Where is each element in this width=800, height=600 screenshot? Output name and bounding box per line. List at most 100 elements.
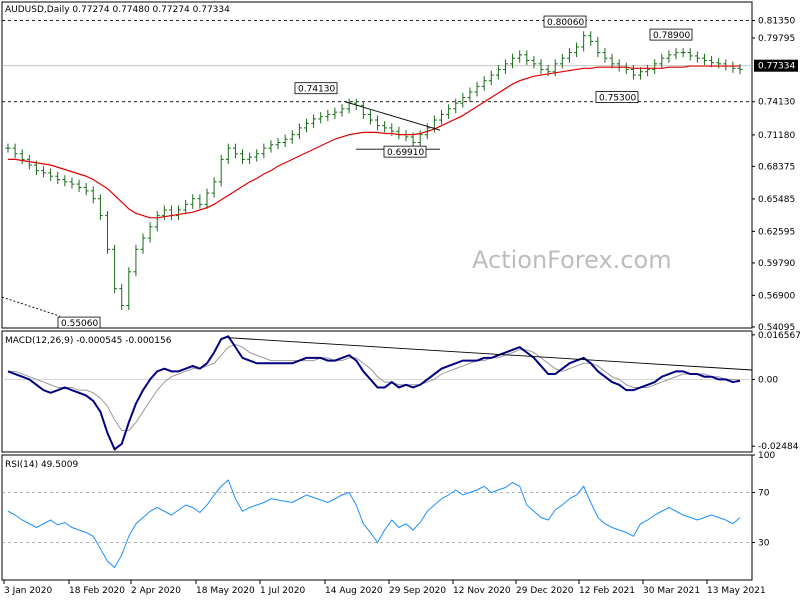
price-annotation-label: 0.78900 <box>653 31 690 41</box>
price-bar <box>566 48 572 63</box>
macd-frame <box>1 330 753 453</box>
current-price-label: 0.77334 <box>758 62 795 72</box>
price-bar <box>339 104 345 117</box>
price-bar <box>531 55 537 69</box>
price-y-tick-label: 0.79795 <box>758 34 795 44</box>
price-bar <box>481 76 487 91</box>
price-annotation-label: 0.80060 <box>547 18 584 28</box>
price-bar <box>5 143 11 153</box>
price-bar <box>55 171 61 185</box>
macd-y-tick-label: -0.02484 <box>758 442 799 452</box>
price-bar <box>687 48 693 61</box>
price-bar <box>147 222 153 243</box>
price-bar <box>474 81 480 97</box>
rsi-y-tick-label: 100 <box>758 451 775 461</box>
price-bar <box>467 87 473 103</box>
price-bar <box>403 130 409 142</box>
rsi-panel-title: RSI(14) 49.5009 <box>5 460 78 470</box>
price-y-tick-label: 0.81350 <box>758 17 795 27</box>
x-axis-tick-label: 12 Nov 2020 <box>453 586 511 596</box>
price-bar <box>48 168 54 181</box>
price-panel-title: AUDUSD,Daily 0.77274 0.77480 0.77274 0.7… <box>5 5 230 15</box>
trendline-low <box>1 296 61 317</box>
price-bar <box>588 31 594 46</box>
price-bar <box>666 50 672 63</box>
x-axis-tick-label: 30 Mar 2021 <box>643 586 700 596</box>
trendline-upper <box>344 101 441 131</box>
price-bar <box>168 205 174 221</box>
price-y-tick-label: 0.62595 <box>758 227 795 237</box>
x-axis-tick-label: 14 Aug 2020 <box>325 586 383 596</box>
price-bar <box>382 121 388 133</box>
macd-panel <box>2 335 753 451</box>
price-bar <box>623 62 629 74</box>
price-trendlines <box>1 101 441 317</box>
moving-average-line <box>8 65 740 219</box>
price-bar <box>460 93 466 108</box>
price-y-tick-label: 0.56900 <box>758 291 795 301</box>
price-annotation-box <box>383 145 427 158</box>
x-axis-tick-label: 3 Jan 2020 <box>4 586 52 596</box>
price-bar <box>197 194 203 209</box>
price-bar <box>652 59 658 74</box>
rsi-panel <box>2 479 752 569</box>
price-bar <box>680 48 686 58</box>
price-y-tick-label: 0.54095 <box>758 323 795 333</box>
macd-line <box>7 335 741 451</box>
price-frame <box>1 1 753 329</box>
macd-panel-title: MACD(12,26,9) -0.000545 -0.000156 <box>5 336 172 346</box>
price-bar <box>261 143 267 159</box>
x-axis-tick-label: 18 May 2020 <box>196 586 255 596</box>
price-bar <box>673 48 679 60</box>
price-bar <box>709 55 715 68</box>
y-axes: 0.81350 0.79795 0.77334 0.74130 0.71180 0.683… <box>752 17 800 549</box>
price-bar <box>602 48 608 63</box>
price-bar <box>69 177 75 189</box>
price-bar <box>62 175 68 187</box>
price-bar <box>126 267 132 311</box>
x-axis-tick-label: 29 Sep 2020 <box>389 586 446 596</box>
price-bar <box>119 284 125 311</box>
price-bar <box>218 154 224 187</box>
price-bar <box>325 109 331 122</box>
x-axis-tick-label: 2 Apr 2020 <box>131 586 181 596</box>
price-bar <box>296 123 302 140</box>
price-bar <box>439 109 445 125</box>
price-bar <box>19 149 25 164</box>
rsi-frame <box>1 454 753 581</box>
price-bar <box>232 143 238 159</box>
price-bar <box>289 130 295 144</box>
price-y-tick-label: 0.71180 <box>758 131 795 141</box>
watermark: ActionForex.com <box>472 246 672 274</box>
price-bar <box>517 50 523 63</box>
macd-y-tick-label: 0.016567 <box>758 331 800 341</box>
price-bar <box>346 98 352 114</box>
x-axis-tick-label: 1 Jul 2020 <box>260 586 305 596</box>
price-bar <box>154 211 160 232</box>
price-bar <box>104 211 110 254</box>
x-axis-tick-label: 12 Feb 2021 <box>579 586 635 596</box>
price-bar <box>502 59 508 74</box>
price-bar <box>41 166 47 178</box>
price-bar <box>12 143 18 159</box>
rsi-y-tick-label: 70 <box>758 489 770 499</box>
price-annotation-4: 0.69910 <box>383 145 427 158</box>
price-bar <box>311 114 317 128</box>
panel-frames <box>1 1 753 581</box>
price-annotation-5: 0.55060 <box>57 316 101 329</box>
x-axis-tick-label: 18 Feb 2020 <box>69 586 125 596</box>
price-bar <box>332 107 338 119</box>
price-bar <box>247 152 253 164</box>
price-annotation-box <box>543 15 587 28</box>
price-bar <box>723 59 729 71</box>
price-bar <box>112 244 118 294</box>
price-bar <box>83 182 89 196</box>
price-bar <box>161 205 167 221</box>
price-bar <box>595 36 601 58</box>
price-bar <box>211 177 217 198</box>
price-bar <box>446 104 452 119</box>
price-bar <box>659 53 665 69</box>
price-bar <box>76 179 82 192</box>
price-annotation-1: 0.78900 <box>649 28 693 41</box>
